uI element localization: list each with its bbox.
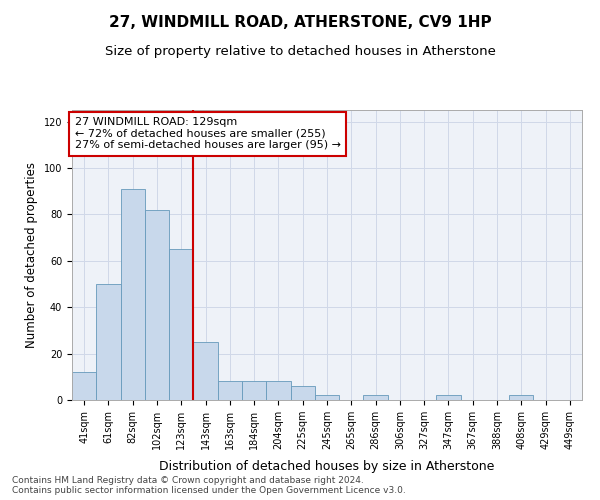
Bar (145, 210, 169, 400)
Bar (315, 396, 339, 400)
Text: 27 WINDMILL ROAD: 129sqm
← 72% of detached houses are smaller (255)
27% of semi-: 27 WINDMILL ROAD: 129sqm ← 72% of detach… (74, 117, 341, 150)
Bar (193, 342, 218, 400)
Bar (364, 396, 388, 400)
Bar (509, 396, 533, 400)
Text: Size of property relative to detached houses in Atherstone: Size of property relative to detached ho… (104, 45, 496, 58)
Y-axis label: Number of detached properties: Number of detached properties (25, 162, 38, 348)
Text: Contains HM Land Registry data © Crown copyright and database right 2024.
Contai: Contains HM Land Registry data © Crown c… (12, 476, 406, 495)
Bar (290, 386, 315, 400)
X-axis label: Distribution of detached houses by size in Atherstone: Distribution of detached houses by size … (160, 460, 494, 473)
Bar (436, 396, 461, 400)
Text: 27, WINDMILL ROAD, ATHERSTONE, CV9 1HP: 27, WINDMILL ROAD, ATHERSTONE, CV9 1HP (109, 15, 491, 30)
Bar (266, 382, 290, 400)
Bar (242, 382, 266, 400)
Bar (218, 382, 242, 400)
Bar (169, 249, 193, 400)
Bar (72, 372, 96, 400)
Bar (96, 284, 121, 400)
Bar (121, 189, 145, 400)
